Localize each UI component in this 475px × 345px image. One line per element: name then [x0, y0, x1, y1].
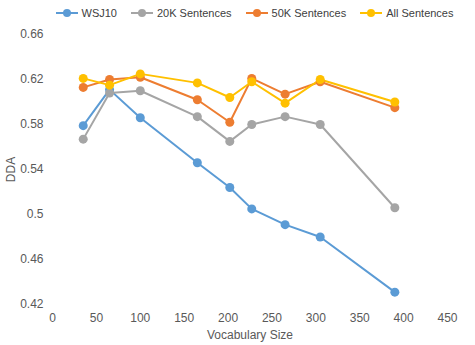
svg-text:50: 50	[90, 311, 104, 325]
html-text:WSJ10: WSJ10	[81, 7, 117, 19]
svg-text:0.42: 0.42	[20, 297, 44, 311]
svg-text:150: 150	[174, 311, 194, 325]
svg-text:450: 450	[437, 311, 457, 325]
html-text:20K Sentences: 20K Sentences	[157, 7, 232, 19]
svg-text:0: 0	[49, 311, 56, 325]
svg-text:0.62: 0.62	[20, 72, 44, 86]
svg-text:0.54: 0.54	[20, 162, 44, 176]
svg-text:400: 400	[394, 311, 414, 325]
html-text:50K Sentences: 50K Sentences	[271, 7, 347, 19]
svg-text:Vocabulary Size: Vocabulary Size	[207, 328, 293, 342]
svg-text:300: 300	[306, 311, 326, 325]
svg-text:0.5: 0.5	[27, 207, 44, 221]
svg-text:350: 350	[350, 311, 370, 325]
html-text:All Sentences: All Sentences	[386, 7, 454, 19]
svg-text:100: 100	[130, 311, 150, 325]
svg-text:0.66: 0.66	[20, 27, 44, 41]
svg-text:0.46: 0.46	[20, 252, 44, 266]
svg-text:0.58: 0.58	[20, 117, 44, 131]
svg-text:200: 200	[218, 311, 238, 325]
svg-text:DDA: DDA	[4, 157, 18, 182]
svg-text:250: 250	[262, 311, 282, 325]
